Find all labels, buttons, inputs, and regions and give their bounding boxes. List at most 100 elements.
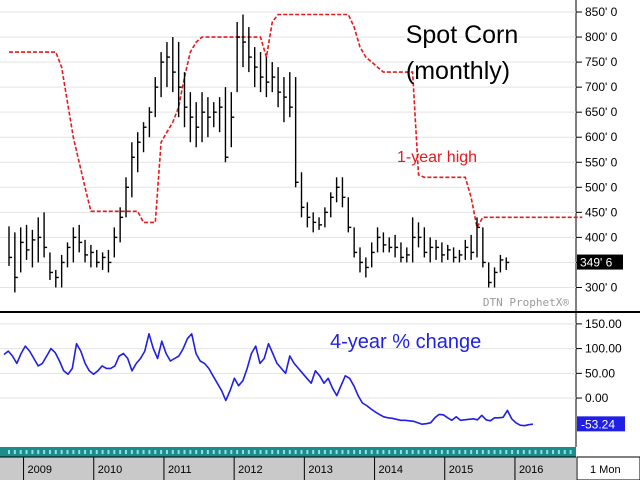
price-bar bbox=[265, 57, 270, 98]
price-bar bbox=[476, 217, 480, 258]
stripe-mark bbox=[165, 450, 168, 454]
price-bar bbox=[31, 229, 36, 268]
stripe-mark bbox=[540, 450, 543, 454]
price-bar bbox=[394, 234, 399, 258]
stripe-mark bbox=[288, 450, 291, 454]
one-year-high-line bbox=[9, 13, 583, 230]
price-bar bbox=[423, 227, 428, 258]
price-bar bbox=[371, 242, 375, 268]
change-line bbox=[3, 332, 534, 427]
price-bars bbox=[8, 14, 510, 293]
year-label: 2012 bbox=[238, 464, 262, 476]
price-bar bbox=[230, 92, 235, 148]
year-labels: 200920102011201220132014201520162017 bbox=[23, 457, 614, 480]
stripe-mark bbox=[552, 450, 555, 454]
change-series bbox=[3, 332, 534, 427]
stripe-mark bbox=[528, 450, 531, 454]
stripe-mark bbox=[277, 450, 280, 454]
price-bar bbox=[294, 77, 299, 188]
price-bar bbox=[341, 177, 346, 208]
stripe-mark bbox=[259, 450, 262, 454]
price-y-axis: 850' 0 800' 0 750' 0 700' 0 650' 0 600' 0 550'… bbox=[576, 5, 618, 294]
stripe-mark bbox=[125, 450, 127, 454]
price-bar bbox=[131, 142, 135, 198]
stripe-mark bbox=[399, 450, 402, 454]
change-last-value-label: -53.24 bbox=[581, 417, 615, 431]
stripe-mark bbox=[54, 450, 57, 454]
price-bar bbox=[347, 197, 352, 233]
price-bar bbox=[207, 97, 211, 138]
price-bar bbox=[136, 132, 141, 173]
price-bar bbox=[49, 252, 53, 280]
price-bar bbox=[324, 207, 328, 228]
price-bar bbox=[60, 254, 65, 288]
price-bar bbox=[318, 217, 323, 230]
price-y-tick-label: 700' 0 bbox=[585, 80, 618, 94]
stripe-mark bbox=[177, 450, 180, 454]
price-y-tick-label: 400' 0 bbox=[585, 230, 618, 244]
stripe-mark bbox=[481, 450, 484, 454]
time-axis: 200920102011201220132014201520162017 1 M… bbox=[0, 447, 640, 480]
stripe-mark bbox=[113, 450, 116, 454]
stripe-mark bbox=[247, 450, 250, 454]
stripe-mark bbox=[154, 450, 157, 454]
stripe-mark bbox=[31, 450, 34, 454]
stripe-mark bbox=[446, 450, 449, 454]
price-bar bbox=[177, 42, 182, 118]
price-bar bbox=[470, 234, 475, 260]
stripe-mark bbox=[25, 450, 28, 454]
price-bar bbox=[90, 244, 94, 268]
price-bar bbox=[359, 247, 363, 273]
price-bar bbox=[195, 102, 200, 148]
stripe-mark bbox=[43, 450, 46, 454]
price-bar bbox=[236, 22, 241, 93]
price-bar bbox=[37, 217, 42, 263]
price-bar bbox=[353, 227, 358, 258]
year-label: 2011 bbox=[168, 464, 192, 476]
price-panel: 850' 0 800' 0 750' 0 700' 0 650' 0 600' 0 550'… bbox=[0, 0, 640, 313]
year-label: 2009 bbox=[28, 464, 52, 476]
stripe-mark bbox=[546, 450, 549, 454]
stripe-mark bbox=[347, 450, 350, 454]
price-bar bbox=[382, 232, 387, 253]
stripe-mark bbox=[388, 450, 391, 454]
stripe-mark bbox=[493, 450, 496, 454]
price-y-tick-label: 450' 0 bbox=[585, 205, 618, 219]
change-last-value-marker: -53.24 bbox=[577, 416, 625, 432]
price-bar bbox=[107, 249, 112, 273]
stripe-mark bbox=[142, 450, 145, 454]
price-bar bbox=[283, 77, 287, 123]
price-y-tick-label: 850' 0 bbox=[585, 5, 618, 19]
frequency-box[interactable] bbox=[576, 456, 640, 480]
stripe-mark bbox=[183, 450, 186, 454]
year-label: 2014 bbox=[379, 464, 403, 476]
stripe-mark bbox=[429, 450, 432, 454]
stripe-mark bbox=[563, 450, 566, 454]
price-bar bbox=[8, 226, 12, 266]
price-bar bbox=[160, 52, 165, 98]
price-bar bbox=[493, 267, 498, 288]
stripe-mark bbox=[516, 450, 519, 454]
frequency-label: 1 Mon bbox=[590, 464, 621, 476]
price-bar bbox=[166, 42, 170, 88]
price-bar bbox=[458, 249, 463, 263]
stripe-mark bbox=[230, 450, 233, 454]
stripe-mark bbox=[353, 450, 356, 454]
price-bar bbox=[452, 247, 457, 263]
stripe-mark bbox=[452, 450, 455, 454]
stripe-mark bbox=[160, 450, 163, 454]
stripe-mark bbox=[60, 450, 63, 454]
price-bar bbox=[201, 92, 206, 143]
stripe-mark bbox=[218, 450, 221, 454]
price-y-tick-label: 750' 0 bbox=[585, 55, 618, 69]
change-y-tick-label: 100.00 bbox=[585, 342, 622, 356]
change-chart-title: 4-year % change bbox=[330, 331, 481, 353]
one-year-high-label: 1-year high bbox=[397, 149, 477, 166]
price-bar bbox=[20, 227, 24, 273]
stripe-mark bbox=[364, 450, 367, 454]
stripe-mark bbox=[318, 450, 321, 454]
price-bar bbox=[183, 72, 188, 128]
stripe-mark bbox=[107, 450, 110, 454]
time-axis-band bbox=[0, 457, 576, 480]
